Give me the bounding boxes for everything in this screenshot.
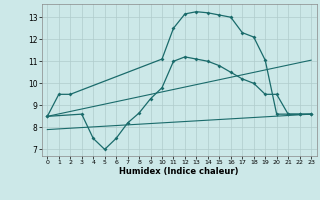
X-axis label: Humidex (Indice chaleur): Humidex (Indice chaleur) (119, 167, 239, 176)
